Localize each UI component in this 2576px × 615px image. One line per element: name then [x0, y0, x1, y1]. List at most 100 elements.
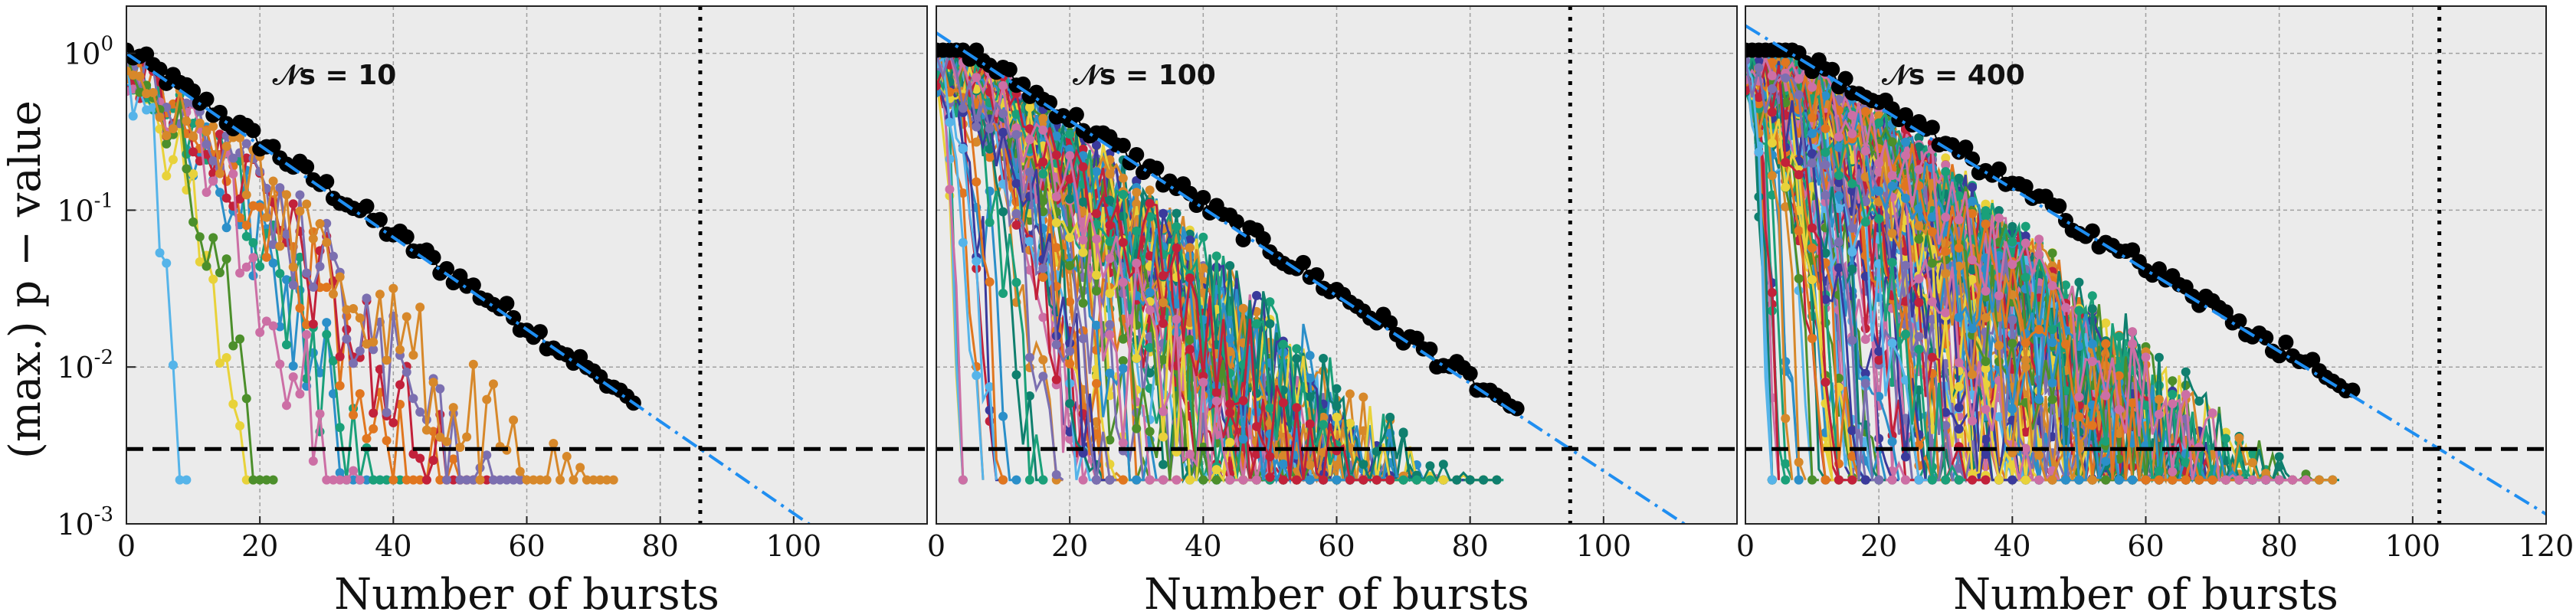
- series-point: [335, 423, 345, 433]
- series-point: [1118, 438, 1128, 448]
- series-point: [1238, 303, 1248, 313]
- series-point: [322, 218, 332, 228]
- series-point: [322, 329, 332, 339]
- series-point: [1051, 131, 1061, 141]
- series-point: [1078, 206, 1088, 216]
- series-point: [462, 475, 472, 485]
- series-point: [295, 190, 305, 200]
- series-point: [215, 168, 224, 178]
- series-point: [255, 327, 265, 337]
- series-point: [241, 475, 251, 485]
- series-point: [1425, 475, 1435, 485]
- plot-area: [126, 6, 927, 524]
- series-point: [261, 252, 271, 262]
- series-point: [1968, 182, 1978, 192]
- panel-label: 𝒩s = 10: [272, 60, 396, 91]
- series-point: [128, 111, 138, 121]
- series-point: [435, 384, 445, 394]
- series-point: [1038, 169, 1048, 179]
- series-point: [1332, 412, 1342, 422]
- series-point: [1159, 208, 1168, 218]
- max-series-point: [1195, 189, 1211, 205]
- series-point: [362, 293, 372, 303]
- series-point: [509, 415, 519, 425]
- series-point: [335, 381, 345, 391]
- series-point: [2168, 399, 2178, 409]
- series-point: [208, 156, 218, 166]
- series-point: [588, 475, 598, 485]
- series-point: [1132, 353, 1142, 363]
- series-point: [1051, 469, 1061, 479]
- series-point: [1252, 290, 1261, 300]
- series-point: [1078, 475, 1088, 485]
- series-point: [282, 401, 291, 411]
- series-point: [288, 280, 298, 290]
- series-point: [375, 475, 385, 485]
- series-point: [1994, 206, 2004, 216]
- series-point: [985, 144, 995, 154]
- series-point: [388, 475, 398, 485]
- series-point: [2074, 277, 2084, 287]
- x-tick-label: 60: [1318, 529, 1355, 563]
- series-point: [322, 283, 332, 293]
- series-point: [1252, 421, 1261, 431]
- series-point: [1051, 150, 1061, 160]
- series-point: [369, 345, 379, 355]
- series-point: [595, 475, 605, 485]
- series-point: [1225, 437, 1235, 447]
- series-point: [1305, 373, 1315, 383]
- x-axis-title: Number of bursts: [1144, 570, 1529, 615]
- series-point: [535, 475, 545, 485]
- series-point: [261, 475, 271, 485]
- series-point: [322, 318, 332, 328]
- series-point: [349, 410, 359, 420]
- series-point: [342, 334, 352, 344]
- series-point: [448, 454, 458, 464]
- series-point: [1145, 368, 1155, 378]
- series-point: [569, 475, 578, 485]
- series-point: [1994, 412, 2004, 422]
- series-point: [1305, 392, 1315, 402]
- series-point: [342, 475, 352, 485]
- series-point: [1767, 288, 1777, 298]
- max-series-point: [359, 198, 375, 214]
- series-point: [998, 127, 1008, 137]
- series-point: [1159, 460, 1168, 469]
- series-point: [221, 353, 231, 363]
- series-point: [188, 147, 198, 157]
- series-point: [421, 475, 431, 485]
- series-point: [195, 257, 205, 267]
- series-point: [1065, 194, 1075, 204]
- series-point: [1465, 475, 1475, 485]
- series-point: [248, 475, 258, 485]
- panel-label: 𝒩s = 100: [1073, 60, 1216, 91]
- series-point: [1038, 157, 1048, 167]
- series-point: [355, 313, 365, 323]
- series-point: [1225, 334, 1235, 344]
- series-point: [1038, 475, 1048, 485]
- max-series-point: [198, 91, 215, 107]
- series-point: [2314, 475, 2324, 485]
- series-point: [382, 475, 392, 485]
- series-point: [295, 303, 305, 313]
- series-point: [575, 463, 585, 473]
- series-point: [972, 177, 982, 187]
- series-point: [1038, 355, 1048, 365]
- series-point: [288, 199, 298, 209]
- series-point: [1305, 475, 1315, 485]
- series-point: [1159, 298, 1168, 308]
- series-point: [221, 223, 231, 233]
- series-point: [455, 475, 465, 485]
- series-point: [1211, 475, 1221, 485]
- series-point: [1038, 125, 1048, 135]
- x-tick-label: 40: [1185, 529, 1221, 563]
- max-series-point: [299, 159, 315, 175]
- series-point: [2181, 367, 2191, 377]
- series-point: [1238, 475, 1248, 485]
- series-point: [1211, 251, 1221, 261]
- series-point: [1118, 173, 1128, 183]
- series-point: [985, 152, 995, 162]
- series-point: [315, 219, 325, 229]
- series-point: [1132, 475, 1142, 485]
